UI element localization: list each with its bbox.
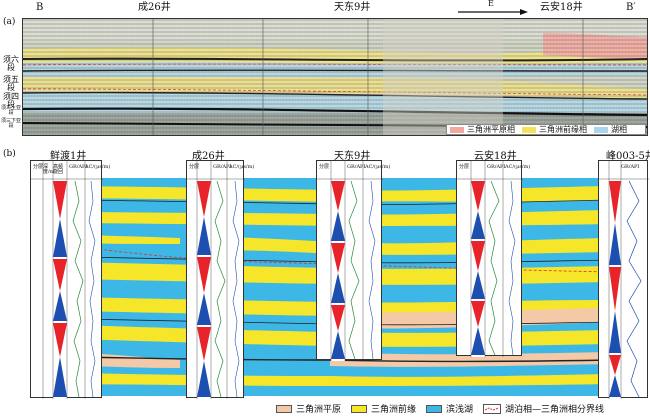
well-label-b-3: 天东9井 bbox=[334, 151, 371, 162]
col-header-depth: 深度/m bbox=[43, 164, 55, 175]
col-header-fm: 分层 bbox=[33, 164, 44, 170]
direction-label: E bbox=[488, 0, 494, 8]
panel-a-label: (a) bbox=[3, 17, 16, 27]
well-label-a-2: 天东9井 bbox=[334, 2, 371, 13]
col-header-cycle: 高频旋回 bbox=[53, 164, 64, 175]
legend-swatch-front bbox=[522, 126, 536, 133]
col-header-gr: GR/API bbox=[347, 164, 366, 170]
well-label-a-3: 云安18井 bbox=[540, 2, 583, 13]
well-label-b-1: 鲜渡1井 bbox=[50, 151, 87, 162]
col-header-ac: AC/(μs/m) bbox=[365, 164, 391, 170]
well-column-3: 分层 GR/API AC/(μs/m) bbox=[316, 160, 390, 361]
well-label-a-1: 成26井 bbox=[138, 2, 171, 13]
formation-labels-a: 须六段 须五段 须四段 须三上亚段 须三下亚段 bbox=[0, 0, 22, 136]
well-column-4: 分层 GR/API AC/(μs/m) bbox=[456, 160, 530, 357]
col-header-fm: 分层 bbox=[189, 164, 200, 170]
formation-label: 须三上亚段 bbox=[0, 105, 21, 116]
legend-a-front: 三角洲前缘相 bbox=[539, 125, 587, 134]
well-log-3 bbox=[317, 161, 383, 361]
legend-b-front: 三角洲前缘 bbox=[371, 405, 417, 415]
legend-swatch-delta-front bbox=[351, 404, 368, 413]
seismic-section bbox=[22, 18, 648, 136]
legend-a-plain: 三角洲平原相 bbox=[467, 125, 515, 134]
well-column-2: 分层 GR/API AC/(μs/m) bbox=[186, 160, 254, 399]
legend-a-lake: 湖相 bbox=[611, 125, 627, 134]
col-header-gr: GR/API bbox=[487, 164, 506, 170]
well-label-b-5: 峰003-5井 bbox=[606, 151, 650, 162]
well-label-b-4: 云安18井 bbox=[474, 151, 517, 162]
well-log-4 bbox=[457, 161, 523, 357]
legend-swatch-lake bbox=[594, 126, 608, 133]
col-header-ac: AC/(μs/m) bbox=[505, 164, 531, 170]
col-header-ac: AC/(μs/m) bbox=[85, 164, 111, 170]
legend-b-plain: 三角洲平原 bbox=[296, 405, 342, 415]
col-header-ac: AC/(μs/m) bbox=[229, 164, 255, 170]
col-header-fm: 分层 bbox=[319, 164, 330, 170]
legend-b: 三角洲平原 三角洲前缘 滨浅湖 湖泊相—三角洲相分界线 bbox=[276, 402, 604, 415]
col-header-fm: 分层 bbox=[459, 164, 470, 170]
formation-label: 须四段 bbox=[3, 92, 19, 109]
legend-b-boundary: 湖泊相—三角洲相分界线 bbox=[505, 405, 605, 415]
col-header-gr: GR/API bbox=[213, 164, 232, 170]
legend-a: 三角洲平原相 三角洲前缘相 湖相 bbox=[446, 124, 646, 135]
legend-swatch-delta-plain bbox=[276, 404, 292, 413]
col-header-gr: GR/API bbox=[69, 164, 88, 170]
panel-b-label: (b) bbox=[3, 149, 16, 159]
col-header-gr: GR/API bbox=[621, 164, 640, 170]
well-column-1: 分层 深度/m 高频旋回 GR/API AC/(μs/m) bbox=[30, 160, 110, 399]
well-column-5: GR/API bbox=[598, 160, 649, 399]
legend-boundary-line-icon bbox=[483, 403, 502, 414]
well-log-5 bbox=[599, 161, 649, 399]
well-log-2 bbox=[187, 161, 245, 399]
formation-label: 须六段 bbox=[3, 55, 19, 72]
legend-swatch-shallow-lake bbox=[426, 404, 443, 413]
legend-swatch-plain bbox=[450, 126, 464, 133]
direction-arrow: E bbox=[458, 0, 528, 16]
well-label-b-2: 成26井 bbox=[192, 151, 225, 162]
formation-label: 须三下亚段 bbox=[0, 118, 21, 129]
well-log-1 bbox=[31, 161, 103, 399]
section-start-label: B bbox=[36, 2, 44, 13]
formation-label: 须五段 bbox=[3, 75, 19, 92]
legend-b-lake: 滨浅湖 bbox=[446, 405, 474, 415]
section-end-label: B′ bbox=[626, 2, 636, 13]
seismic-image bbox=[23, 19, 647, 135]
